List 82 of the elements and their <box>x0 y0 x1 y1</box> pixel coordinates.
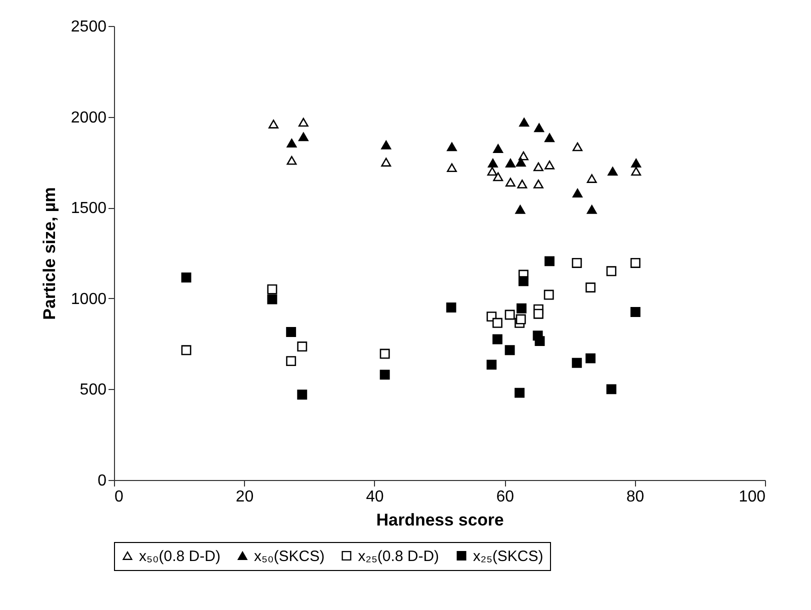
point <box>267 284 278 294</box>
point <box>297 342 308 352</box>
point <box>286 138 297 148</box>
point <box>516 314 526 324</box>
point <box>381 158 392 167</box>
point <box>298 118 308 127</box>
point <box>586 205 597 214</box>
point <box>586 282 596 292</box>
point <box>630 307 640 317</box>
point <box>533 308 544 319</box>
point <box>504 310 515 320</box>
x-tick-label: 20 <box>236 488 254 506</box>
point <box>544 256 554 266</box>
y-tick-label: 1500 <box>70 200 107 218</box>
point <box>446 163 457 172</box>
point <box>504 345 515 356</box>
point <box>519 118 530 127</box>
point <box>181 272 192 282</box>
x-tick-label: 0 <box>114 488 124 506</box>
legend-label: x₅₀(0.8 D-D) <box>139 548 220 565</box>
point <box>492 318 502 328</box>
x-tick-label: 80 <box>626 488 644 506</box>
y-axis-title: Particle size, µm <box>40 187 59 320</box>
point <box>534 336 545 346</box>
y-tick-label: 2000 <box>70 109 107 126</box>
point <box>516 303 527 314</box>
point <box>631 166 642 176</box>
point <box>517 180 528 188</box>
point <box>380 348 390 359</box>
point <box>544 133 554 142</box>
y-tick-label: 500 <box>80 382 107 399</box>
point <box>181 345 192 356</box>
x-tick-label: 60 <box>496 488 514 506</box>
legend-label: x₂₅(0.8 D-D) <box>358 548 440 565</box>
point <box>487 166 498 176</box>
point <box>505 158 516 168</box>
point <box>606 266 616 276</box>
point <box>488 158 498 168</box>
x-tick-label: 100 <box>738 488 766 506</box>
point <box>534 123 544 132</box>
point <box>544 160 554 170</box>
point <box>586 174 597 183</box>
point <box>286 327 296 337</box>
point <box>493 172 504 182</box>
point <box>381 140 392 150</box>
point <box>486 360 497 370</box>
point <box>544 290 554 300</box>
point <box>606 384 616 394</box>
point <box>505 178 516 187</box>
point <box>493 144 504 153</box>
point <box>516 158 526 167</box>
legend-label: x₂₅(SKCS) <box>473 548 544 565</box>
legend-label: x₅₀(SKCS) <box>254 548 325 565</box>
y-tick-label: 0 <box>98 472 107 490</box>
point <box>446 302 456 312</box>
point <box>286 156 297 165</box>
point <box>267 294 278 304</box>
point <box>297 390 308 400</box>
point <box>514 388 525 398</box>
point <box>631 158 642 168</box>
point <box>286 356 296 366</box>
point <box>608 166 618 176</box>
point <box>533 162 544 172</box>
point <box>515 205 526 214</box>
y-tick-label: 1000 <box>70 290 107 308</box>
point <box>298 132 308 142</box>
point <box>572 258 582 268</box>
point <box>586 353 596 364</box>
point <box>380 370 390 380</box>
point <box>446 142 457 152</box>
x-tick-label: 40 <box>366 488 384 506</box>
point <box>630 258 640 268</box>
point <box>268 120 278 128</box>
point <box>518 276 528 286</box>
point <box>572 188 582 198</box>
point <box>533 180 544 188</box>
x-axis-title: Hardness score <box>376 510 504 530</box>
point <box>518 151 528 160</box>
point <box>492 334 502 344</box>
y-tick-label: 2500 <box>70 18 107 36</box>
point <box>572 142 582 152</box>
point <box>572 358 582 368</box>
